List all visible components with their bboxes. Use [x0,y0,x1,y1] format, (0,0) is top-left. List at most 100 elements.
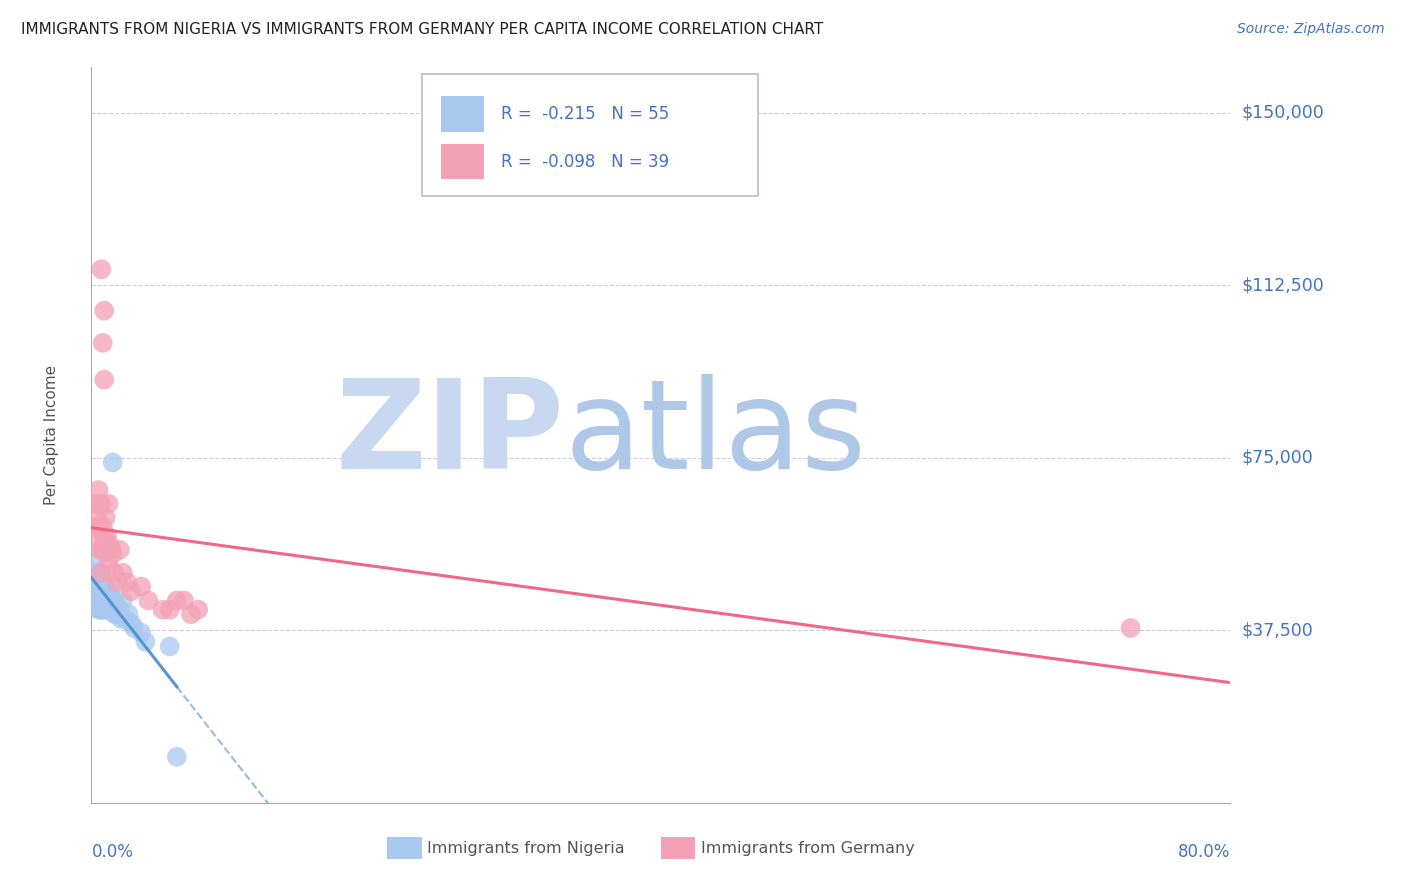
Point [101,602,124,616]
Point [90,566,112,580]
Point [96,598,118,612]
Point [90,589,112,603]
Point [138,593,160,607]
Point [114,612,136,626]
Point [98,593,121,607]
Point [91,584,114,599]
Point [89,542,111,557]
Point [91,335,114,350]
Text: Per Capita Income: Per Capita Income [44,365,59,505]
Text: 80.0%: 80.0% [1178,843,1230,862]
Point [86,593,108,607]
FancyBboxPatch shape [388,838,422,860]
Point [120,584,142,599]
Point [87,584,110,599]
FancyBboxPatch shape [661,838,695,860]
Text: Source: ZipAtlas.com: Source: ZipAtlas.com [1237,22,1385,37]
Point [87,483,110,497]
Text: ZIP: ZIP [335,375,564,495]
Point [91,520,114,534]
Point [103,566,125,580]
Point [97,593,120,607]
Point [89,574,111,589]
Point [97,557,120,571]
Point [93,529,115,543]
Point [96,589,118,603]
Point [108,542,131,557]
Point [152,602,174,616]
FancyBboxPatch shape [422,74,758,195]
Point [94,593,117,607]
Point [87,602,110,616]
Text: $75,000: $75,000 [1241,449,1313,467]
Text: R =  -0.098   N = 39: R = -0.098 N = 39 [502,153,669,171]
Point [89,598,111,612]
Point [93,584,115,599]
Point [173,593,195,607]
Text: $150,000: $150,000 [1241,103,1324,122]
FancyBboxPatch shape [441,96,484,132]
FancyBboxPatch shape [441,145,484,179]
Point [117,607,139,622]
Point [98,584,121,599]
Point [91,602,114,616]
Point [111,566,134,580]
Point [100,542,122,557]
Point [180,607,202,622]
Point [110,612,132,626]
Point [103,607,125,622]
Point [87,593,110,607]
Point [101,455,124,469]
Point [90,262,112,277]
Point [105,607,128,622]
Point [86,552,108,566]
Point [91,593,114,607]
Point [120,616,142,631]
Point [94,580,117,594]
Point [115,574,138,589]
Point [89,520,111,534]
Point [93,602,115,616]
Text: IMMIGRANTS FROM NIGERIA VS IMMIGRANTS FROM GERMANY PER CAPITA INCOME CORRELATION: IMMIGRANTS FROM NIGERIA VS IMMIGRANTS FR… [21,22,824,37]
Point [84,520,107,534]
Point [90,497,112,511]
Point [166,749,188,764]
Point [86,580,108,594]
Text: Immigrants from Nigeria: Immigrants from Nigeria [427,841,626,856]
Point [83,497,105,511]
Point [87,589,110,603]
Point [93,373,115,387]
Point [93,593,115,607]
Point [129,580,152,594]
Point [93,303,115,318]
Point [96,529,118,543]
Text: $112,500: $112,500 [1241,277,1324,294]
Point [89,602,111,616]
Point [94,542,117,557]
Point [104,598,127,612]
Point [94,510,117,524]
Text: Immigrants from Germany: Immigrants from Germany [700,841,914,856]
Point [89,584,111,599]
Point [166,593,188,607]
Point [90,580,112,594]
Point [98,538,121,552]
Text: 0.0%: 0.0% [91,843,134,862]
Point [101,548,124,562]
Point [103,593,125,607]
Point [159,640,181,654]
Point [97,602,120,616]
Point [90,566,112,580]
Text: $37,500: $37,500 [1241,622,1313,640]
Point [108,602,131,616]
Point [122,621,145,635]
Point [105,574,128,589]
Point [100,598,122,612]
Point [87,533,110,548]
Point [97,497,120,511]
Point [187,602,209,616]
Point [111,593,134,607]
Text: R =  -0.215   N = 55: R = -0.215 N = 55 [502,105,669,123]
Point [159,602,181,616]
Point [86,510,108,524]
